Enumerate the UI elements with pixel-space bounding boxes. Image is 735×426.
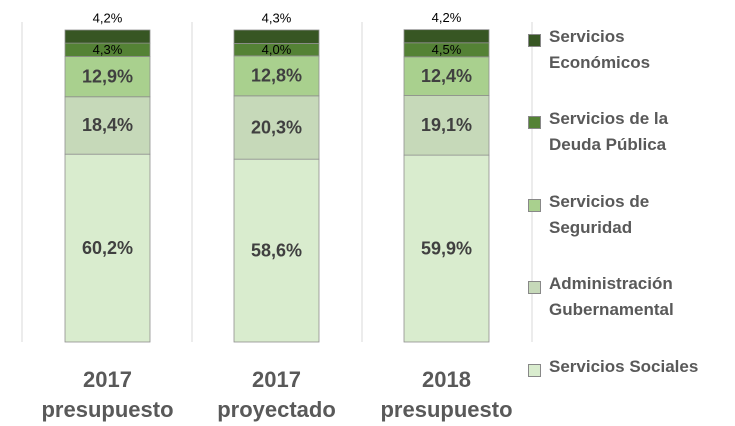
value-label: 19,1% [421, 115, 472, 135]
value-label: 4,2% [432, 10, 462, 25]
legend-swatch [528, 281, 541, 294]
value-label: 4,5% [432, 42, 462, 57]
bar-segment [233, 158, 320, 343]
value-label: 4,0% [262, 42, 292, 57]
value-label: 58,6% [251, 240, 302, 260]
bar-segment [403, 29, 490, 44]
value-label: 4,3% [93, 42, 123, 57]
legend-swatch [528, 34, 541, 47]
value-label: 12,4% [421, 66, 472, 86]
bar-segment [403, 154, 490, 343]
x-tick-label: 2017 proyectado [217, 367, 336, 422]
legend-label: Servicios de Seguridad [549, 192, 650, 237]
legend-swatch [528, 116, 541, 129]
bar-segment [64, 153, 151, 343]
value-label: 12,9% [82, 66, 133, 86]
bar-segment [233, 95, 320, 160]
x-tick-label: 2018 presupuesto [380, 367, 513, 422]
legend-swatch [528, 199, 541, 212]
legend-label: Administración Gubernamental [549, 274, 674, 319]
legend-label: Servicios Económicos [549, 27, 651, 72]
value-label: 18,4% [82, 115, 133, 135]
legend-label: Servicios de la Deuda Pública [549, 109, 669, 154]
legend-swatch [528, 364, 541, 377]
legend-item: Servicios de la Deuda Pública [528, 109, 728, 158]
legend-item: Servicios Sociales [528, 357, 728, 380]
value-label: 4,2% [93, 10, 123, 25]
bar-segment [64, 56, 151, 98]
bar-segment [233, 29, 320, 44]
legend-item: Administración Gubernamental [528, 274, 728, 323]
value-label: 20,3% [251, 117, 302, 137]
legend-item: Servicios de Seguridad [528, 192, 728, 241]
value-label: 60,2% [82, 238, 133, 258]
bar-segment [64, 29, 151, 44]
bar-segment [233, 55, 320, 97]
value-label: 59,9% [421, 238, 472, 258]
legend-label: Servicios Sociales [549, 357, 699, 376]
value-label: 12,8% [251, 66, 302, 86]
legend-item: Servicios Económicos [528, 27, 728, 76]
value-label: 4,3% [262, 10, 292, 25]
x-tick-label: 2017 presupuesto [41, 367, 174, 422]
bar-segment [403, 95, 490, 156]
